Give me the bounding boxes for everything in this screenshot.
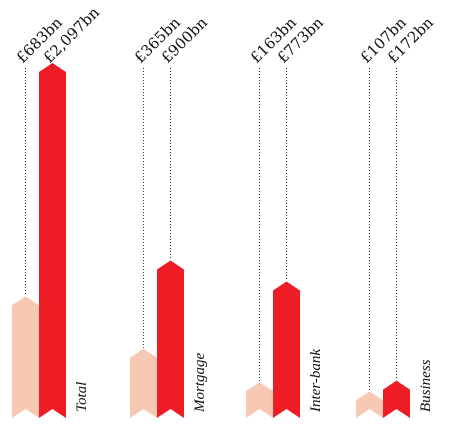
category-label-total: Total xyxy=(74,382,90,412)
bars-layer xyxy=(12,63,410,418)
bar-business-s1 xyxy=(356,391,383,418)
bar-inter-bank-s1 xyxy=(246,382,273,418)
guides-layer xyxy=(25,62,397,391)
bar-business-s2 xyxy=(383,380,410,418)
bar-total-s1 xyxy=(12,296,39,418)
category-label-mortgage: Mortgage xyxy=(192,353,208,414)
bar-mortgage-s1 xyxy=(130,348,157,418)
bar-inter-bank-s2 xyxy=(273,281,300,418)
labels-layer: £683bn£2,097bnTotal£365bn£900bnMortgage£… xyxy=(13,3,438,413)
bar-total-s2 xyxy=(39,63,66,418)
category-label-inter-bank: Inter-bank xyxy=(308,349,324,413)
bar-mortgage-s2 xyxy=(157,260,184,418)
category-label-business: Business xyxy=(418,359,434,412)
